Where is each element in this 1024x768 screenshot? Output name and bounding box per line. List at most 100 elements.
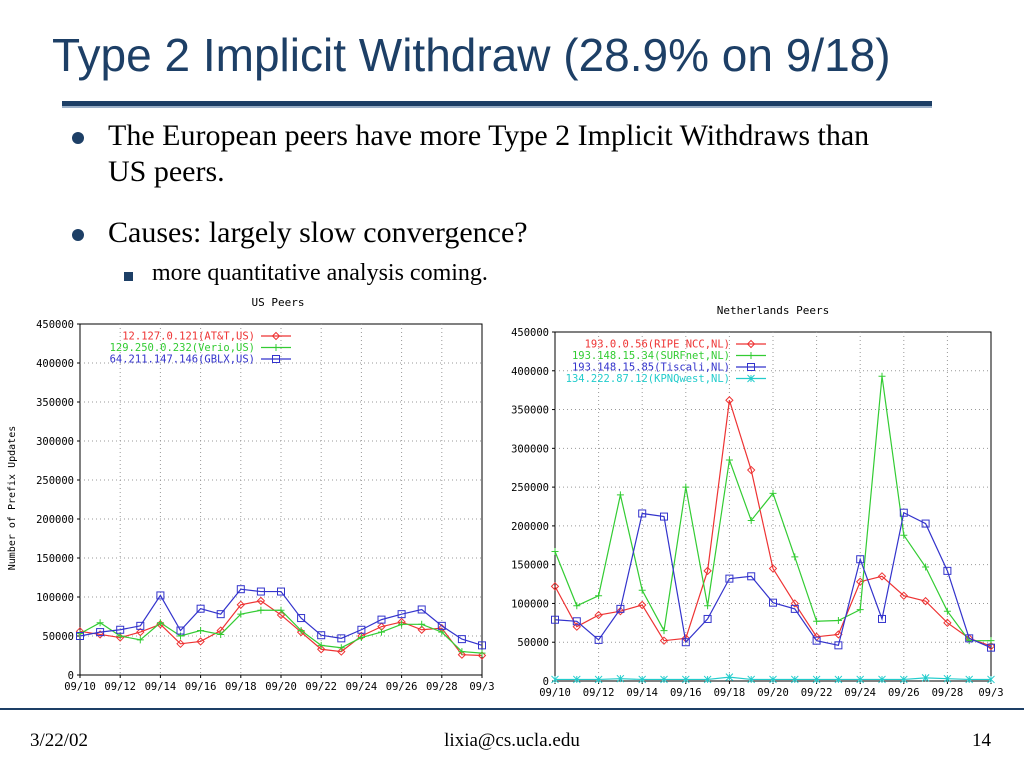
data-point bbox=[746, 465, 756, 475]
legend-entry: 12.127.0.121(AT&T,US) bbox=[122, 331, 255, 343]
data-point bbox=[96, 628, 105, 637]
data-point bbox=[899, 508, 908, 517]
data-point bbox=[176, 626, 185, 635]
data-point bbox=[900, 531, 908, 539]
x-tick-label: 09/28 bbox=[426, 681, 458, 693]
series-line bbox=[554, 511, 992, 649]
series-line bbox=[554, 400, 992, 647]
data-point bbox=[478, 649, 486, 657]
data-point bbox=[316, 645, 326, 654]
data-point bbox=[790, 675, 799, 684]
data-point bbox=[747, 352, 755, 359]
legend-entry: 193.148.15.85(Tiscali,NL) bbox=[572, 362, 730, 374]
data-point bbox=[272, 355, 280, 363]
x-tick-label: 09/22 bbox=[801, 687, 833, 699]
y-tick-label: 50000 bbox=[42, 631, 74, 643]
data-point bbox=[987, 675, 995, 684]
data-point bbox=[638, 675, 647, 684]
data-point bbox=[76, 632, 84, 640]
legend-entry: 193.0.0.56(RIPE NCC,NL) bbox=[585, 339, 730, 351]
data-point bbox=[196, 637, 205, 646]
data-point bbox=[660, 627, 668, 635]
data-point bbox=[95, 630, 105, 639]
data-point bbox=[856, 675, 865, 684]
x-tick-label: 09/3 bbox=[469, 681, 494, 693]
data-point bbox=[878, 614, 886, 623]
x-tick-label: 09/22 bbox=[305, 681, 337, 693]
data-point bbox=[136, 621, 145, 630]
data-point bbox=[616, 606, 625, 616]
footer-date: 3/22/02 bbox=[30, 730, 89, 751]
data-point bbox=[417, 605, 426, 614]
y-tick-label: 0 bbox=[543, 676, 549, 688]
y-tick-label: 250000 bbox=[511, 482, 549, 494]
data-point bbox=[337, 644, 345, 652]
data-point bbox=[747, 363, 755, 371]
data-point bbox=[277, 587, 285, 596]
data-point bbox=[297, 627, 305, 635]
data-point bbox=[660, 675, 668, 684]
x-tick-label: 09/12 bbox=[104, 681, 136, 693]
x-tick-label: 09/20 bbox=[265, 681, 297, 693]
data-point bbox=[277, 606, 285, 614]
data-point bbox=[703, 614, 712, 623]
data-point bbox=[769, 489, 777, 497]
y-tick-label: 0 bbox=[68, 670, 74, 682]
x-tick-label: 09/24 bbox=[346, 681, 378, 693]
data-point bbox=[276, 610, 286, 620]
data-point bbox=[704, 602, 712, 610]
data-point bbox=[834, 641, 843, 650]
data-point bbox=[550, 582, 560, 591]
data-point bbox=[272, 344, 280, 351]
data-point bbox=[987, 637, 995, 645]
netherlands-peers-chart: Netherlands Peers 0 50000 100000 150000 2000… bbox=[511, 304, 1004, 699]
data-point bbox=[337, 634, 346, 643]
data-point bbox=[136, 636, 144, 644]
data-point bbox=[594, 675, 603, 684]
data-point bbox=[943, 566, 952, 575]
data-point bbox=[551, 615, 559, 624]
data-point bbox=[747, 516, 755, 524]
data-point bbox=[357, 634, 365, 642]
data-point bbox=[197, 627, 205, 635]
data-point bbox=[638, 586, 646, 594]
data-point bbox=[878, 372, 886, 380]
y-tick-label: 150000 bbox=[511, 560, 549, 572]
data-point bbox=[378, 628, 385, 636]
series-line bbox=[79, 588, 483, 646]
data-point bbox=[921, 596, 930, 606]
x-tick-label: 09/10 bbox=[539, 687, 571, 699]
y-tick-label: 50000 bbox=[517, 637, 549, 649]
y-tick-label: 200000 bbox=[36, 514, 74, 526]
data-point bbox=[196, 604, 205, 613]
bullet-2: Causes: largely slow convergence? bbox=[108, 216, 528, 249]
data-point bbox=[616, 491, 624, 499]
x-tick-label: 09/26 bbox=[888, 687, 920, 699]
data-point bbox=[616, 604, 625, 613]
data-point bbox=[573, 602, 581, 610]
data-point bbox=[216, 610, 225, 619]
data-point bbox=[812, 636, 821, 645]
data-point bbox=[317, 631, 326, 640]
bullet-dot-icon bbox=[72, 132, 84, 144]
data-point bbox=[725, 456, 733, 464]
y-tick-label: 450000 bbox=[36, 319, 74, 331]
y-tick-label: 300000 bbox=[36, 436, 74, 448]
data-point bbox=[791, 553, 799, 561]
x-tick-label: 09/14 bbox=[145, 681, 177, 693]
data-point bbox=[457, 650, 467, 659]
data-point bbox=[943, 674, 952, 683]
y-tick-label: 100000 bbox=[36, 592, 74, 604]
data-point bbox=[551, 675, 559, 684]
data-point bbox=[458, 648, 466, 656]
data-point bbox=[660, 512, 668, 521]
data-point bbox=[256, 587, 265, 596]
data-point bbox=[594, 635, 603, 644]
x-tick-label: 09/24 bbox=[844, 687, 876, 699]
y-axis-label: Number of Prefix Updates bbox=[7, 426, 18, 571]
data-point bbox=[437, 621, 446, 630]
data-point bbox=[477, 651, 487, 660]
data-point bbox=[746, 339, 756, 349]
legend-entry: 193.148.15.34(SURFnet,NL) bbox=[572, 350, 730, 362]
data-point bbox=[156, 591, 165, 600]
